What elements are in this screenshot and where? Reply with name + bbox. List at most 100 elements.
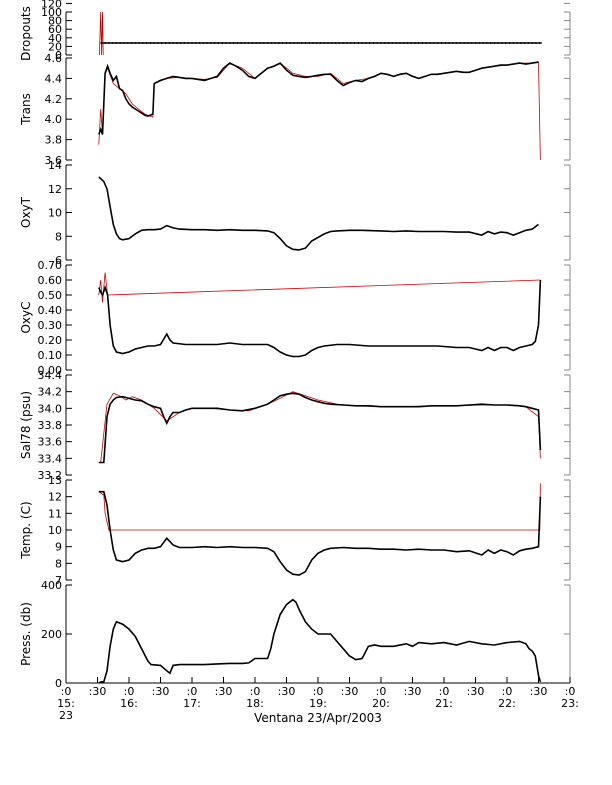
dropout-marker: [323, 42, 326, 44]
y-tick-label: 0.40: [38, 304, 63, 317]
dropout-marker: [168, 42, 171, 44]
dropout-marker: [338, 42, 341, 44]
dropout-marker: [100, 42, 103, 44]
dropout-marker: [482, 42, 484, 44]
panel-oxyc: 0.00 0.10 0.20 0.30 0.40 0.50 0.60 0.70 OxyC: [19, 259, 571, 377]
x-tick-label: :30: [89, 685, 107, 698]
dropout-marker: [236, 42, 239, 44]
dropout-marker: [198, 42, 201, 44]
dropout-marker: [134, 42, 137, 44]
y-tick-label: 120: [41, 0, 62, 10]
dropout-marker: [349, 42, 352, 44]
dropout-marker: [346, 42, 348, 44]
dropout-marker: [455, 42, 458, 44]
y-axis-title: Sal78 (psu): [19, 391, 33, 459]
y-tick-label: 140: [41, 0, 62, 2]
y-tick-label: 0.00: [38, 364, 63, 377]
y-tick-label: 0.60: [38, 274, 63, 287]
x-axis-title: Ventana 23/Apr/2003: [254, 711, 382, 725]
y-tick-label: 14: [48, 159, 62, 172]
dropout-marker: [315, 42, 318, 44]
y-tick-label: 34.2: [38, 386, 63, 399]
y-axis-title: OxyT: [19, 196, 33, 228]
dropout-marker: [489, 42, 492, 44]
dropout-marker: [376, 42, 379, 44]
dropout-marker: [470, 42, 473, 44]
y-tick-label: 8: [55, 557, 62, 570]
y-tick-label: 0.30: [38, 319, 63, 332]
y-tick-label: 60: [48, 23, 62, 36]
dropout-marker: [285, 42, 288, 44]
dropout-marker: [228, 42, 231, 44]
dropout-marker: [123, 42, 125, 44]
y-tick-label: 33.8: [38, 419, 63, 432]
y-tick-label: 0: [55, 677, 62, 690]
dropout-marker: [383, 42, 386, 44]
y-tick-label: 200: [41, 628, 62, 641]
series-line-main: [98, 279, 542, 358]
dropout-marker: [247, 42, 250, 44]
panel-press: 0 200 400 Press. (db): [19, 579, 571, 690]
panel-dropouts: 020406080100120140160180Dropouts: [19, 0, 571, 62]
dropout-marker: [330, 42, 333, 44]
x-tick-label: :30: [341, 685, 359, 698]
dropout-marker: [519, 42, 522, 44]
dropout-marker: [512, 42, 515, 44]
y-tick-label: 7: [55, 574, 62, 587]
dropout-marker: [270, 42, 273, 44]
dropout-marker: [527, 42, 530, 44]
dropout-marker: [406, 42, 409, 44]
y-tick-label: 4.2: [45, 93, 63, 106]
x-tick-label: :30: [467, 685, 485, 698]
panel-temp: 7 8 9 10 11 12 13 Temp. (C): [19, 474, 571, 587]
y-tick-label: 4.6: [45, 52, 63, 65]
y-axis-title: OxyC: [19, 301, 33, 333]
x-tick-label: :0: [502, 685, 513, 698]
x-tick-label: :30: [530, 685, 548, 698]
y-tick-label: 80: [48, 15, 62, 28]
dropout-marker: [319, 42, 322, 44]
dropout-marker: [138, 42, 140, 44]
dropout-marker: [467, 42, 469, 44]
y-tick-label: 12: [48, 491, 62, 504]
y-tick-label: 0.50: [38, 289, 63, 302]
series-line-main: [98, 392, 542, 464]
dropout-marker: [289, 42, 292, 44]
y-tick-label: 3.8: [45, 134, 63, 147]
dropout-marker: [202, 42, 205, 44]
dropout-marker: [296, 42, 299, 44]
dropout-marker: [380, 42, 382, 44]
y-tick-label: 8: [55, 230, 62, 243]
y-tick-label: 0.10: [38, 349, 63, 362]
y-tick-label: 40: [48, 32, 62, 45]
y-tick-label: 20: [48, 40, 62, 53]
dropout-marker: [160, 42, 163, 44]
dropout-marker: [115, 42, 118, 44]
panel-sal: 33.2 33.4 33.6 33.8 34.0 34.2 34.4 Sal78 (psu): [19, 369, 571, 482]
dropout-marker: [217, 42, 220, 44]
x-axis: :015:23:30:016::30:017::30:018::30:019::…: [57, 677, 579, 722]
dropout-marker: [164, 42, 167, 44]
x-tick-label-hour: 17:: [183, 697, 201, 710]
dropout-marker: [361, 42, 363, 44]
dropout-marker: [191, 42, 193, 44]
x-tick-label: :30: [278, 685, 296, 698]
dropout-marker: [342, 42, 345, 44]
dropout-marker: [395, 42, 398, 44]
dropout-marker: [244, 42, 246, 44]
x-tick-label: :0: [565, 685, 576, 698]
dropout-marker: [421, 42, 424, 44]
y-tick-label: 4.4: [45, 72, 63, 85]
series-line-raw: [98, 272, 541, 303]
dropout-marker: [334, 42, 337, 44]
dropout-marker: [312, 42, 314, 44]
x-tick-label-hour: 22:: [498, 697, 516, 710]
dropout-marker: [206, 42, 209, 44]
dropout-marker: [364, 42, 367, 44]
series-line-main: [98, 176, 539, 251]
dropout-marker: [255, 42, 258, 44]
series-line-raw: [98, 483, 541, 531]
dropout-marker: [368, 42, 371, 44]
dropout-marker: [448, 42, 450, 44]
y-tick-label: 6: [55, 254, 62, 267]
